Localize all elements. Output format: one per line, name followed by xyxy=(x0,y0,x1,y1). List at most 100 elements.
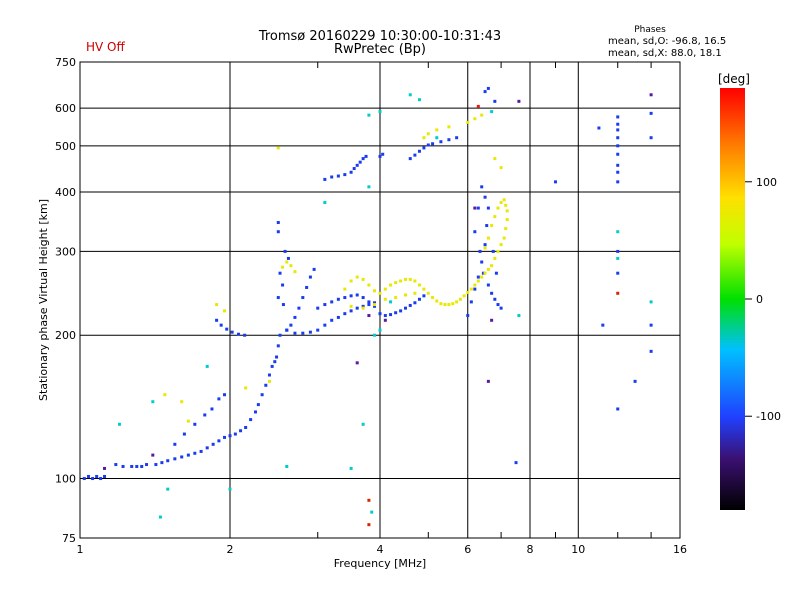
plot-grid xyxy=(80,62,680,538)
data-point-s0-137 xyxy=(493,297,497,301)
data-point-s1-53 xyxy=(394,296,398,300)
y-tick-label-3: 300 xyxy=(55,245,76,258)
data-point-s0-62 xyxy=(308,275,312,279)
data-point-s3-1 xyxy=(367,314,371,318)
data-point-s0-45 xyxy=(223,393,227,397)
data-point-s0-147 xyxy=(616,128,620,132)
data-point-s2-9 xyxy=(349,466,353,470)
data-point-s0-1 xyxy=(86,474,90,478)
data-point-s1-73 xyxy=(276,146,280,150)
data-point-s0-12 xyxy=(154,463,158,467)
data-point-s1-4 xyxy=(367,283,371,287)
data-point-s0-129 xyxy=(483,195,487,199)
data-point-s1-19 xyxy=(439,302,443,306)
data-point-s1-3 xyxy=(361,277,365,281)
x-tick-label-3: 6 xyxy=(464,543,471,556)
data-point-s0-153 xyxy=(616,180,620,184)
data-point-s0-73 xyxy=(336,315,340,319)
data-point-s1-63 xyxy=(447,125,451,129)
data-point-s0-71 xyxy=(323,323,327,327)
data-point-s0-92 xyxy=(389,313,393,317)
data-point-s0-91 xyxy=(383,314,387,318)
data-point-s0-87 xyxy=(361,296,365,300)
data-point-s4-3 xyxy=(367,523,371,527)
data-point-s0-130 xyxy=(480,185,484,189)
data-point-s2-18 xyxy=(517,314,521,318)
y-tick-label-6: 600 xyxy=(55,102,76,115)
data-point-s1-40 xyxy=(505,209,509,213)
data-point-s0-161 xyxy=(616,407,620,411)
data-point-s3-7 xyxy=(649,93,653,97)
data-point-s0-35 xyxy=(273,360,277,364)
hv-status-label: HV Off xyxy=(86,40,125,54)
data-point-s0-93 xyxy=(394,311,398,315)
data-point-s0-102 xyxy=(336,174,340,178)
data-point-s1-30 xyxy=(480,275,484,279)
data-point-s0-79 xyxy=(373,301,377,305)
data-point-s0-16 xyxy=(180,455,184,459)
data-point-s0-112 xyxy=(408,157,412,161)
data-point-s2-21 xyxy=(435,136,439,140)
data-point-s2-12 xyxy=(373,333,377,337)
data-point-s1-76 xyxy=(244,386,248,390)
data-point-s1-2 xyxy=(355,275,359,279)
data-point-s1-33 xyxy=(490,264,494,268)
data-point-s0-151 xyxy=(616,163,620,167)
x-axis-ticks: 1 2 4 6 8 10 16 xyxy=(77,62,687,556)
data-point-s1-38 xyxy=(504,227,508,231)
data-point-s1-62 xyxy=(435,128,439,132)
data-point-s3-5 xyxy=(490,318,494,322)
data-point-s0-118 xyxy=(439,140,443,144)
data-point-s2-11 xyxy=(370,510,374,514)
phases-header: Phases xyxy=(634,25,666,35)
data-point-s2-4 xyxy=(117,422,121,426)
colorbar xyxy=(720,88,745,510)
data-point-s0-24 xyxy=(228,434,232,438)
data-point-s0-154 xyxy=(616,249,620,253)
data-point-s0-36 xyxy=(275,355,279,359)
data-point-s1-34 xyxy=(493,256,497,260)
data-point-s0-27 xyxy=(244,425,248,429)
data-point-s0-160 xyxy=(633,379,637,383)
data-point-s0-135 xyxy=(486,283,490,287)
data-point-s0-128 xyxy=(486,206,490,210)
data-point-s0-47 xyxy=(219,323,223,327)
data-point-s1-74 xyxy=(215,303,219,307)
data-point-s4-1 xyxy=(616,291,620,295)
data-point-s1-7 xyxy=(383,287,387,291)
data-point-s2-7 xyxy=(158,515,162,519)
data-point-s1-67 xyxy=(493,157,497,161)
data-point-s0-167 xyxy=(276,230,280,234)
data-point-s1-17 xyxy=(431,296,435,300)
data-point-s2-2 xyxy=(417,98,421,102)
data-point-s3-9 xyxy=(151,453,155,457)
data-point-s0-81 xyxy=(323,303,327,307)
data-point-s1-23 xyxy=(455,300,459,304)
data-point-s0-30 xyxy=(256,403,260,407)
colorbar-label: [deg] xyxy=(718,72,750,86)
data-point-s0-148 xyxy=(616,136,620,140)
data-point-s0-114 xyxy=(417,149,421,153)
data-point-s0-25 xyxy=(233,432,237,436)
data-point-s0-66 xyxy=(285,328,289,332)
data-point-s0-78 xyxy=(367,303,371,307)
data-point-s0-138 xyxy=(496,303,500,307)
data-point-s0-7 xyxy=(121,464,125,468)
data-point-s0-14 xyxy=(166,459,170,463)
data-point-s0-103 xyxy=(343,173,347,177)
data-point-s0-155 xyxy=(616,271,620,275)
data-point-s0-89 xyxy=(373,304,377,308)
data-point-s0-156 xyxy=(649,111,653,115)
data-point-s0-104 xyxy=(349,170,353,174)
colorbar-tick-label-1: 0 xyxy=(756,293,763,306)
data-point-s0-57 xyxy=(289,323,293,327)
data-point-s0-29 xyxy=(253,410,257,414)
data-point-s0-55 xyxy=(281,303,285,307)
data-point-s0-50 xyxy=(236,332,240,336)
data-point-s2-1 xyxy=(367,113,371,117)
data-point-s0-165 xyxy=(493,99,497,103)
data-point-s0-106 xyxy=(355,163,359,167)
data-point-s0-149 xyxy=(616,144,620,148)
data-point-s0-159 xyxy=(649,349,653,353)
data-point-s2-13 xyxy=(378,328,382,332)
